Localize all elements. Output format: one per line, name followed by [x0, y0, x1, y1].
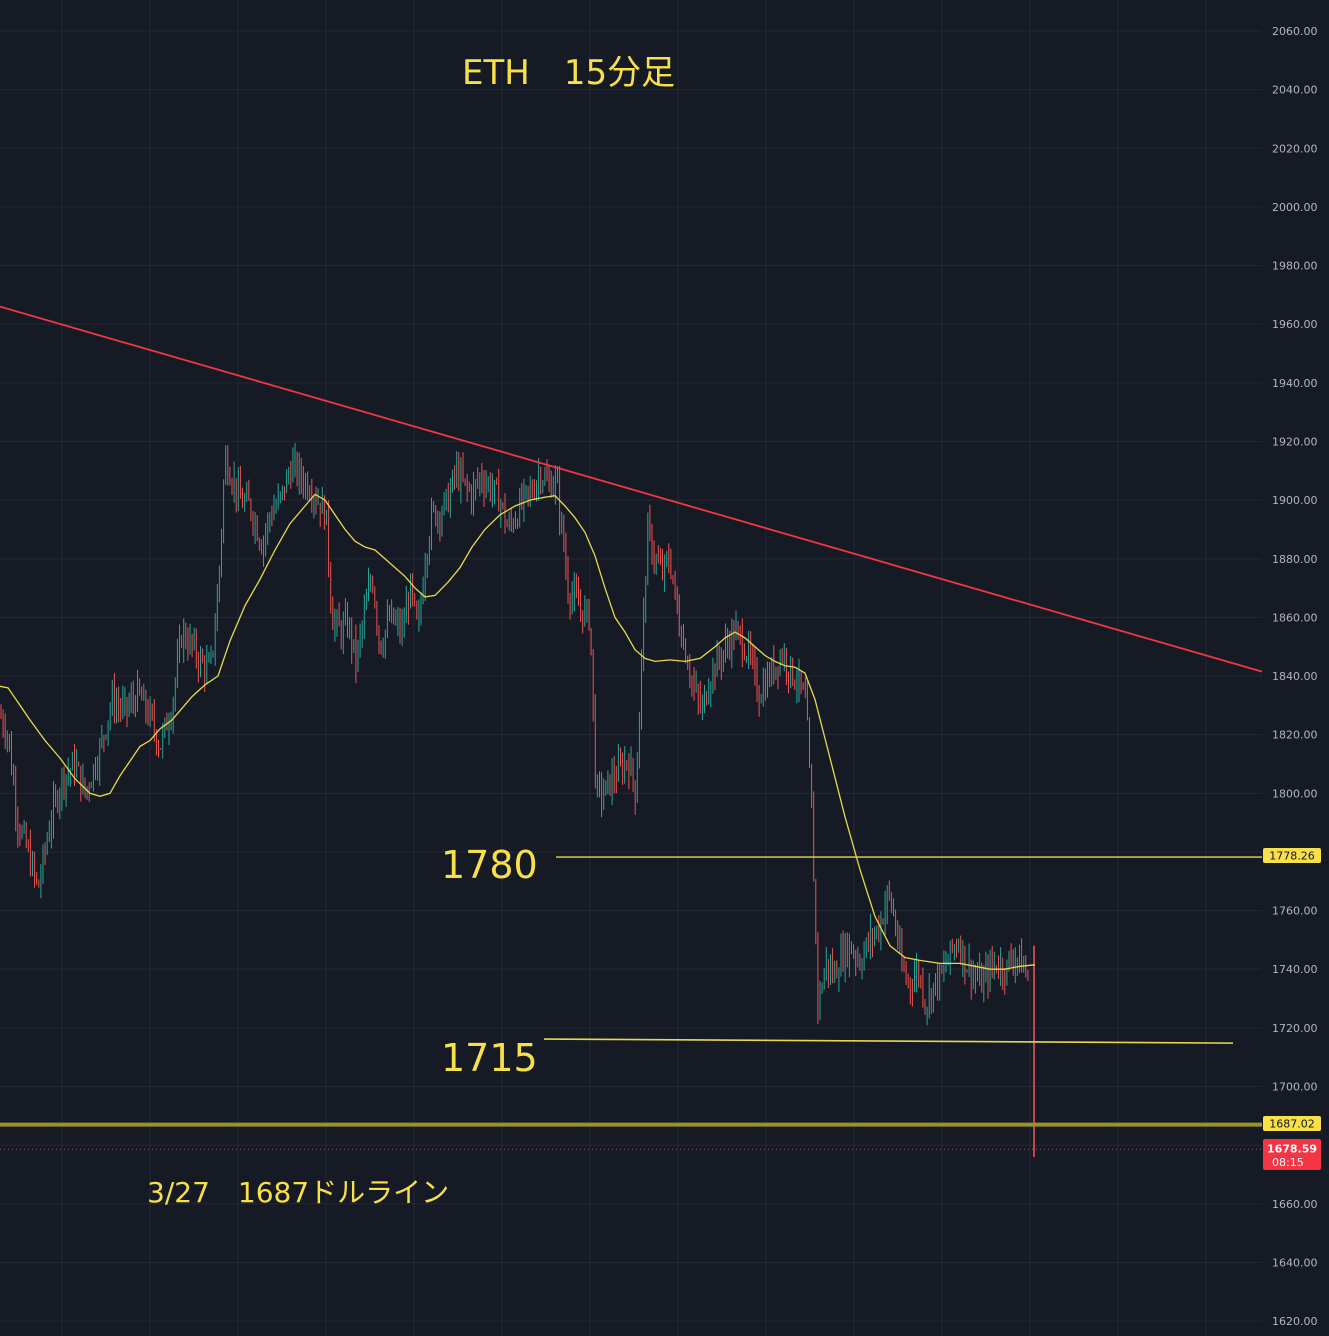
candles[interactable] [0, 442, 1035, 1157]
axis-tick-label: 1900.00 [1272, 494, 1318, 507]
axis-tick-label: 1860.00 [1272, 611, 1318, 624]
axis-tick-label: 1620.00 [1272, 1315, 1318, 1328]
axis-tick-label: 1980.00 [1272, 260, 1318, 273]
annotation-1715: 1715 [441, 1036, 538, 1080]
axis-tick-label: 1880.00 [1272, 553, 1318, 566]
countdown-timer: 08:15 [1272, 1156, 1304, 1169]
price-tag-dollar-line: 1687.02 [1263, 1116, 1321, 1131]
annotation-dollar-line: 3/27 1687ドルライン [147, 1176, 449, 1209]
svg-text:1687.02: 1687.02 [1269, 1118, 1315, 1131]
level-line-1715[interactable] [543, 1038, 1234, 1044]
price-tag-current: 1678.59 08:15 [1263, 1139, 1321, 1170]
axis-tick-label: 1840.00 [1272, 670, 1318, 683]
axis-tick-label: 2000.00 [1272, 201, 1318, 214]
axis-tick-label: 1820.00 [1272, 729, 1318, 742]
axis-tick-label: 1760.00 [1272, 905, 1318, 918]
descending-trendline[interactable] [0, 305, 1263, 673]
price-axis[interactable]: 2060.00 2040.00 2020.00 2000.00 1980.00 1960.… [1262, 0, 1329, 1336]
moving-average-line[interactable] [0, 493, 1036, 970]
annotation-1780: 1780 [441, 843, 538, 887]
svg-text:1678.59: 1678.59 [1267, 1143, 1317, 1156]
axis-tick-label: 1740.00 [1272, 963, 1318, 976]
axis-tick-label: 1700.00 [1272, 1081, 1318, 1094]
price-tag-resistance: 1778.26 [1263, 848, 1321, 863]
axis-tick-label: 1960.00 [1272, 318, 1318, 331]
axis-tick-label: 1640.00 [1272, 1256, 1318, 1269]
chart-title: ETH 15分足 [462, 53, 675, 93]
axis-tick-label: 2020.00 [1272, 142, 1318, 155]
axis-tick-label: 1940.00 [1272, 377, 1318, 390]
axis-background [1262, 0, 1329, 1336]
svg-text:1778.26: 1778.26 [1269, 850, 1315, 863]
grid-lines [0, 0, 1262, 1336]
axis-tick-label: 1660.00 [1272, 1198, 1318, 1211]
axis-tick-label: 1800.00 [1272, 787, 1318, 800]
axis-tick-label: 1920.00 [1272, 435, 1318, 448]
axis-tick-label: 2040.00 [1272, 84, 1318, 97]
axis-tick-label: 2060.00 [1272, 25, 1318, 38]
axis-tick-label: 1720.00 [1272, 1022, 1318, 1035]
